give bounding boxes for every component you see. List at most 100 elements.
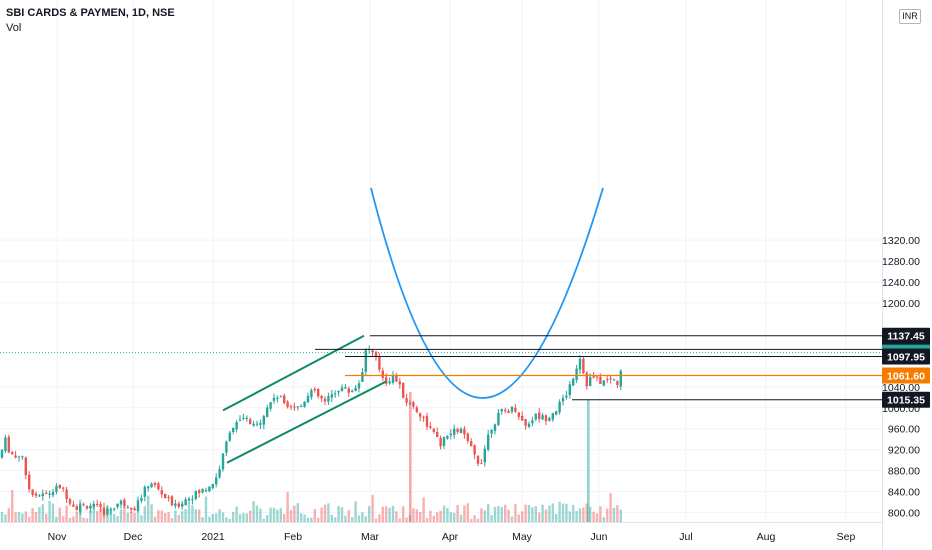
volume-bar — [595, 513, 599, 522]
candle-body — [211, 484, 214, 488]
candle-body — [415, 407, 418, 412]
candle-body — [24, 457, 27, 476]
candle-body — [72, 504, 75, 507]
candle-body — [82, 503, 85, 505]
candle-body — [68, 499, 72, 504]
volume-bar — [510, 516, 514, 522]
volume-indicator-label: Vol — [6, 22, 22, 34]
candle-body — [317, 389, 320, 397]
volume-bar — [558, 501, 561, 522]
volume-bar — [531, 507, 534, 522]
price-badge — [882, 367, 930, 384]
volume-bar — [249, 510, 252, 522]
volume-bar — [405, 517, 408, 522]
candle-body — [41, 493, 44, 497]
volume-bar — [126, 512, 129, 522]
volume-bar — [300, 513, 303, 522]
volume-bar — [337, 506, 340, 522]
candle-body — [286, 401, 289, 408]
candle-body — [412, 402, 415, 407]
candle-body — [456, 428, 459, 432]
y-tick-label: 1040.00 — [882, 382, 920, 394]
volume-bar — [252, 501, 255, 522]
candle-body — [262, 416, 265, 425]
candle-body — [544, 415, 548, 422]
candle-body — [381, 370, 384, 378]
volume-bar — [21, 513, 24, 522]
volume-bar — [102, 508, 106, 522]
volume-bar — [606, 508, 609, 522]
candle-body — [538, 412, 541, 419]
volume-bar — [289, 510, 293, 522]
volume-bar — [31, 508, 34, 522]
volume-bar — [487, 503, 490, 522]
channel-upper-line — [222, 334, 365, 412]
candle-body — [385, 377, 388, 384]
volume-bar — [609, 493, 612, 522]
volume-bar — [476, 518, 480, 522]
candle-body — [11, 452, 14, 455]
volume-bar — [517, 514, 520, 522]
currency-badge[interactable]: INR — [899, 9, 921, 24]
volume-bar — [279, 508, 282, 522]
volume-bar — [612, 507, 616, 522]
volume-bar — [582, 507, 585, 522]
candle-body — [306, 395, 310, 403]
volume-bar — [578, 508, 582, 522]
volume-bar — [225, 517, 228, 522]
candle-body — [473, 445, 476, 455]
candle-body — [75, 506, 78, 511]
volume-bar — [493, 506, 497, 522]
candle-body — [344, 387, 347, 389]
volume-bar — [551, 503, 554, 522]
candle-body — [303, 401, 306, 407]
candle-body — [551, 413, 554, 420]
candle-body — [310, 389, 313, 398]
volume-bar — [106, 504, 109, 522]
candle-body — [4, 437, 7, 452]
volume-bar — [422, 497, 425, 522]
volume-bar — [442, 505, 446, 522]
candle-body — [609, 378, 612, 380]
candle-body — [0, 449, 4, 458]
volume-bar — [323, 504, 327, 522]
candle-body — [14, 455, 17, 458]
candle-body — [283, 395, 286, 404]
candle-body — [334, 393, 337, 395]
x-tick-label: Jun — [591, 531, 608, 543]
volume-bar — [565, 503, 568, 522]
candle-body — [425, 416, 429, 427]
candle-body — [177, 503, 180, 507]
volume-bar — [436, 512, 439, 522]
candle-body — [558, 401, 561, 413]
candle-body — [194, 490, 197, 500]
volume-bar — [24, 511, 27, 522]
volume-bar — [395, 511, 398, 522]
candle-body — [582, 358, 585, 374]
volume-bar — [48, 500, 51, 522]
candle-body — [340, 387, 344, 392]
volume-bar — [555, 513, 558, 522]
volume-bar — [208, 516, 211, 522]
volume-bar — [368, 506, 371, 522]
volume-bar — [17, 511, 21, 522]
candle-body — [446, 435, 449, 439]
volume-bar — [398, 518, 401, 522]
candle-body — [201, 488, 204, 493]
volume-bar — [381, 506, 384, 522]
chart-header: SBI CARDS & PAYMEN, 1D, NSE Vol — [6, 6, 175, 36]
volume-bar — [327, 503, 330, 522]
candle-body — [405, 398, 408, 403]
volume-bar — [524, 504, 527, 522]
candle-body — [266, 407, 269, 417]
candle-body — [354, 387, 357, 392]
candle-body — [453, 428, 456, 435]
volume-bar — [45, 513, 48, 522]
price-badge — [882, 348, 930, 365]
volume-bar — [293, 505, 296, 522]
candle-body — [493, 424, 497, 431]
volume-bar — [245, 513, 248, 522]
price-badge-label: 1061.60 — [887, 370, 925, 382]
volume-bar — [378, 514, 381, 522]
